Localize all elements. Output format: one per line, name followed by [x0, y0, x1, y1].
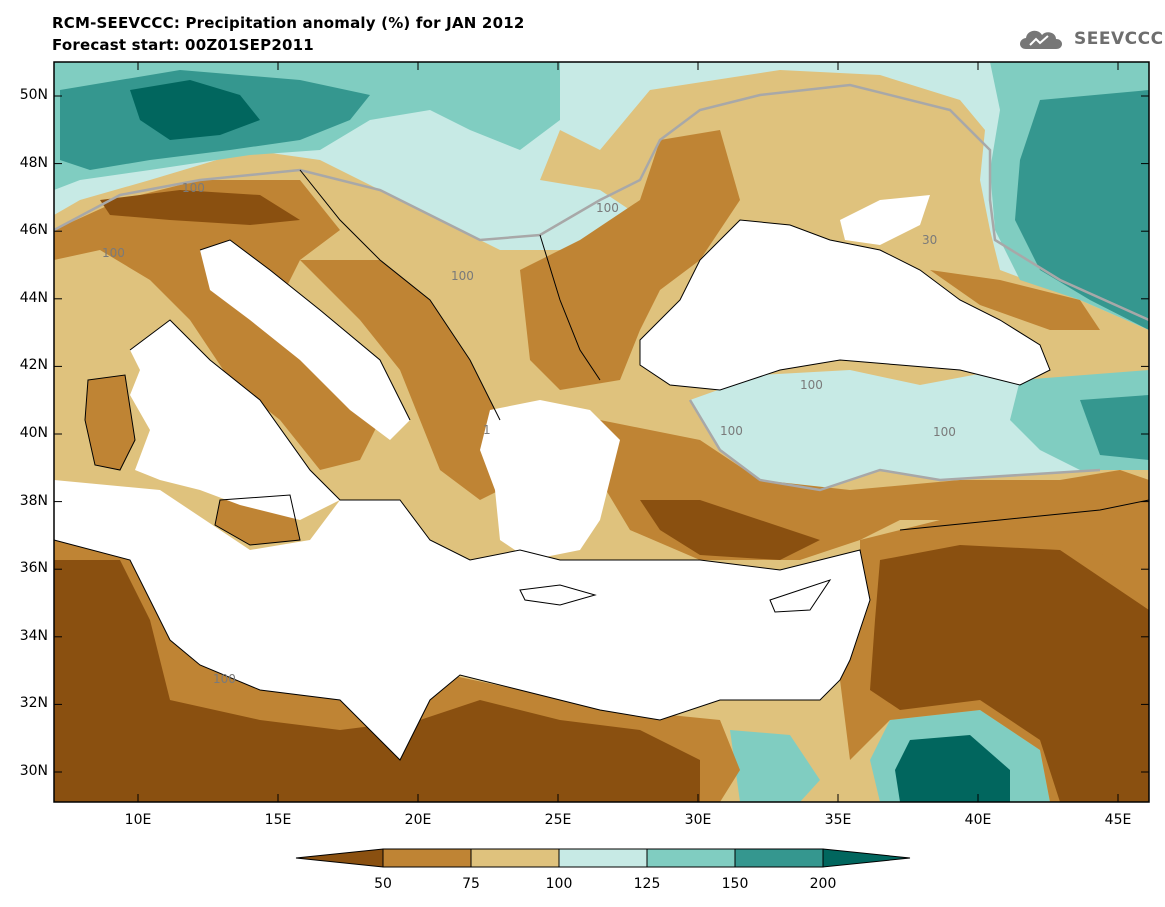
contour-label: 100: [720, 424, 743, 438]
lat-label: 34N: [19, 627, 48, 644]
lon-label: 30E: [684, 812, 712, 828]
colorbar-swatch-125-150: [646, 848, 736, 868]
contour-label: 30: [922, 233, 937, 247]
lat-label: 40N: [19, 425, 48, 441]
field-sinai-teal: [730, 730, 820, 802]
logo-text: SEEVCCC: [1074, 29, 1164, 49]
lon-label: 10E: [124, 812, 152, 828]
field-levant-dark: [870, 545, 1149, 802]
colorbar-swatch-gt200: [822, 848, 911, 868]
colorbar-swatch-150-200: [734, 848, 824, 868]
cloud-icon: [1020, 30, 1062, 49]
field-sardinia-brown: [85, 375, 135, 470]
contour-label: 100: [800, 378, 823, 392]
lon-tick-marks: [137, 62, 1119, 802]
map-frame: [53, 61, 1150, 803]
lat-label: 46N: [19, 222, 48, 239]
field-eastbalkan-brown: [520, 130, 740, 390]
field-north-darkest: [130, 80, 260, 140]
field-africa-dark: [54, 560, 700, 802]
lat-label: 50N: [19, 87, 48, 103]
lon-label: 20E: [404, 812, 432, 828]
map-field: [54, 62, 1149, 802]
field-italy-brown: [54, 180, 380, 470]
colorbar-swatch-50-75: [382, 848, 472, 868]
contour-labels: 100 100 100 100 100 100 100 100 1 30: [102, 181, 956, 686]
field-turkey-teal: [690, 370, 1100, 490]
colorbar: [295, 848, 911, 868]
field-east-dark: [1080, 395, 1149, 460]
lat-tick-marks: [54, 95, 1149, 773]
contour-label: 100: [933, 425, 956, 439]
field-anatolia-brown: [600, 420, 1149, 620]
sea-azov: [840, 195, 930, 245]
colorbar-tick-label: 125: [633, 876, 661, 892]
sea-black: [640, 220, 1050, 390]
colorbar-tick-label: 100: [545, 876, 573, 892]
sea-adriatic: [200, 240, 410, 440]
contour-label: 100: [102, 246, 125, 260]
contour-100-turkey: [688, 399, 1101, 492]
colorbar-tick-label: 200: [809, 876, 837, 892]
lat-label: 30N: [19, 763, 48, 779]
field-caucasus-brown: [930, 270, 1100, 330]
lon-label: 40E: [964, 812, 992, 828]
lat-label: 42N: [19, 357, 48, 374]
lat-label: 32N: [19, 695, 48, 712]
sea-mediterranean: [54, 320, 870, 760]
forecast-start-subtitle: Forecast start: 00Z01SEP2011: [52, 36, 314, 54]
lat-label: 36N: [19, 560, 48, 577]
colorbar-tick-label: 50: [374, 876, 392, 892]
colorbar-tick-label: 150: [721, 876, 749, 892]
lat-label: 48N: [19, 154, 48, 171]
contour-label: 100: [213, 672, 236, 686]
lon-label: 45E: [1104, 812, 1132, 828]
field-alps-dark: [100, 190, 300, 225]
lat-label: 38N: [19, 492, 48, 509]
map-title: RCM-SEEVCCC: Precipitation anomaly (%) f…: [52, 14, 525, 32]
colorbar-swatch-75-100: [470, 848, 560, 868]
colorbar-tick-label: 75: [462, 876, 480, 892]
field-ne-dark: [1015, 90, 1149, 330]
coastlines: [53, 169, 1150, 761]
lon-label: 15E: [264, 812, 292, 828]
contour-100-north: [54, 83, 1149, 322]
colorbar-swatch-100-125: [558, 848, 648, 868]
lon-label: 25E: [544, 812, 572, 828]
lat-label: 44N: [19, 289, 48, 306]
contour-label: 100: [451, 269, 474, 283]
field-arabia-dark: [895, 735, 1010, 802]
sea-aegean: [480, 400, 620, 560]
field-anatolia-dark: [640, 500, 820, 560]
contour-label: 100: [182, 181, 205, 195]
colorbar-swatch-lt50: [295, 848, 384, 868]
seevccc-logo: SEEVCCC: [1016, 24, 1164, 54]
contour-label: 1: [483, 423, 491, 437]
contour-label: 100: [596, 201, 619, 215]
lon-label: 35E: [824, 812, 852, 828]
field-balkan-brown: [300, 260, 520, 500]
